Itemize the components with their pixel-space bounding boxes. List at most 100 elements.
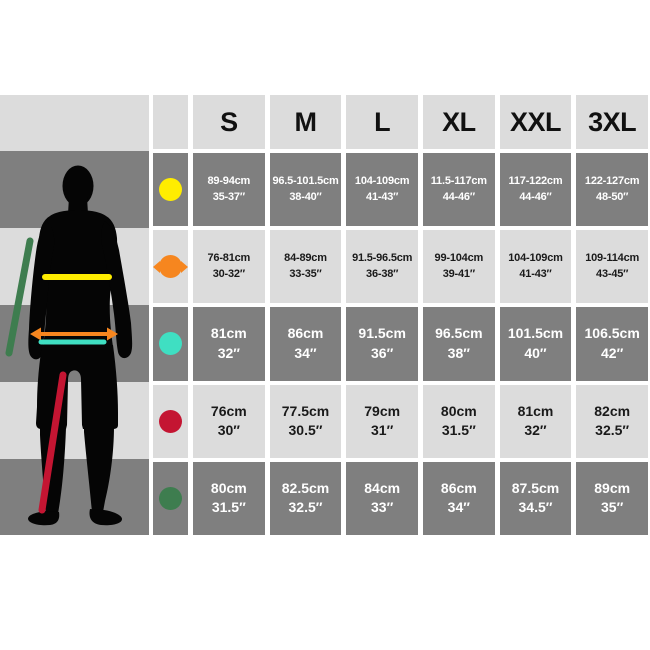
inside-leg-xl-cell: 80cm 31.5″ xyxy=(422,384,495,458)
value-inch: 44-46″ xyxy=(442,190,475,203)
man-silhouette xyxy=(5,165,133,526)
sleeve-xl-cell: 86cm 34″ xyxy=(422,461,495,535)
value-inch: 32″ xyxy=(217,344,240,361)
value-cm: 81cm xyxy=(210,325,247,342)
value-cm: 106.5cm xyxy=(584,325,640,342)
value-inch: 32.5″ xyxy=(288,499,323,516)
chest-m-cell: 96.5-101.5cm 38-40″ xyxy=(269,153,342,227)
size-table: S M L XL XXL 3XL 89-94cm 35-37″ 96.5-101.… xyxy=(153,95,648,535)
value-inch: 32″ xyxy=(524,422,547,439)
value-inch: 34″ xyxy=(447,499,470,516)
value-inch: 40″ xyxy=(524,344,547,361)
chest-icon xyxy=(159,178,182,202)
inside-leg-line xyxy=(38,371,67,514)
value-cm: 96.5-101.5cm xyxy=(272,175,339,188)
value-inch: 36″ xyxy=(371,344,394,361)
value-inch: 42″ xyxy=(601,344,624,361)
sleeve-3xl-cell: 89cm 35″ xyxy=(576,461,648,535)
hip-icon-cell xyxy=(153,307,188,381)
value-inch: 31.5″ xyxy=(211,499,246,516)
value-cm: 76cm xyxy=(210,402,247,419)
inside-leg-3xl-cell: 82cm 32.5″ xyxy=(576,384,648,458)
value-inch: 41-43″ xyxy=(519,267,552,280)
value-cm: 86cm xyxy=(440,479,477,496)
chest-icon-cell xyxy=(153,153,188,227)
sleeve-icon xyxy=(159,486,182,510)
value-inch: 38-40″ xyxy=(289,190,322,203)
chest-3xl-cell: 122-127cm 48-50″ xyxy=(576,153,648,227)
value-cm: 122-127cm xyxy=(584,175,640,188)
waist-icon-cell xyxy=(153,230,188,304)
value-inch: 34″ xyxy=(294,344,317,361)
waist-m-cell: 84-89cm 33-35″ xyxy=(269,230,342,304)
value-cm: 91.5-96.5cm xyxy=(352,252,413,265)
value-cm: 104-109cm xyxy=(508,252,563,265)
value-inch: 30-32″ xyxy=(212,267,245,280)
value-inch: 38″ xyxy=(447,344,470,361)
value-inch: 35-37″ xyxy=(212,190,245,203)
value-inch: 43-45″ xyxy=(596,267,629,280)
inside-leg-xxl-cell: 81cm 32″ xyxy=(499,384,572,458)
value-cm: 82cm xyxy=(594,402,631,419)
value-inch: 34.5″ xyxy=(518,499,553,516)
waist-line xyxy=(30,327,118,341)
value-inch: 30″ xyxy=(217,422,240,439)
value-cm: 11.5-117cm xyxy=(430,175,487,188)
header-size-xxl: XXL xyxy=(499,95,572,149)
value-inch: 31″ xyxy=(371,422,394,439)
hip-icon xyxy=(159,332,182,356)
value-inch: 31.5″ xyxy=(441,422,476,439)
sleeve-l-cell: 84cm 33″ xyxy=(346,461,418,535)
inside-leg-l-cell: 79cm 31″ xyxy=(346,384,418,458)
value-inch: 39-41″ xyxy=(442,267,475,280)
value-cm: 81cm xyxy=(517,402,554,419)
value-inch: 30.5″ xyxy=(288,422,323,439)
value-cm: 117-122cm xyxy=(508,175,563,188)
waist-s-cell: 76-81cm 30-32″ xyxy=(193,230,265,304)
value-inch: 44-46″ xyxy=(519,190,552,203)
chest-s-cell: 89-94cm 35-37″ xyxy=(193,153,265,227)
value-cm: 80cm xyxy=(440,402,477,419)
hip-l-cell: 91.5cm 36″ xyxy=(346,307,418,381)
header-size-xl: XL xyxy=(422,95,495,149)
value-cm: 87.5cm xyxy=(511,479,560,496)
value-inch: 48-50″ xyxy=(596,190,629,203)
value-cm: 82.5cm xyxy=(281,479,330,496)
value-cm: 99-104cm xyxy=(434,252,484,265)
figure-panel xyxy=(0,95,149,535)
waist-icon xyxy=(159,255,182,279)
sleeve-line xyxy=(5,237,34,357)
value-cm: 84-89cm xyxy=(284,252,327,265)
value-inch: 32.5″ xyxy=(595,422,630,439)
value-cm: 76-81cm xyxy=(207,252,251,265)
sleeve-s-cell: 80cm 31.5″ xyxy=(193,461,265,535)
value-inch: 35″ xyxy=(601,499,624,516)
hip-3xl-cell: 106.5cm 42″ xyxy=(576,307,648,381)
value-cm: 89cm xyxy=(594,479,631,496)
sleeve-icon-cell xyxy=(153,461,188,535)
value-cm: 101.5cm xyxy=(507,325,564,342)
hip-s-cell: 81cm 32″ xyxy=(193,307,265,381)
inside-leg-s-cell: 76cm 30″ xyxy=(193,384,265,458)
hip-m-cell: 86cm 34″ xyxy=(269,307,342,381)
header-spacer-cell xyxy=(153,95,188,149)
value-cm: 84cm xyxy=(364,479,401,496)
inside-leg-icon xyxy=(159,409,182,433)
value-inch: 33″ xyxy=(371,499,394,516)
value-inch: 33-35″ xyxy=(289,267,322,280)
value-cm: 89-94cm xyxy=(207,175,251,188)
value-cm: 96.5cm xyxy=(435,325,483,342)
header-size-m: M xyxy=(269,95,342,149)
waist-3xl-cell: 109-114cm 43-45″ xyxy=(576,230,648,304)
header-size-3xl: 3XL xyxy=(576,95,648,149)
waist-l-cell: 91.5-96.5cm 36-38″ xyxy=(346,230,418,304)
inside-leg-m-cell: 77.5cm 30.5″ xyxy=(269,384,342,458)
header-size-l: L xyxy=(346,95,418,149)
waist-xxl-cell: 104-109cm 41-43″ xyxy=(499,230,572,304)
body-shape xyxy=(28,165,133,526)
value-cm: 109-114cm xyxy=(585,252,640,265)
value-cm: 104-109cm xyxy=(354,175,410,188)
waist-xl-cell: 99-104cm 39-41″ xyxy=(422,230,495,304)
value-inch: 41-43″ xyxy=(366,190,399,203)
